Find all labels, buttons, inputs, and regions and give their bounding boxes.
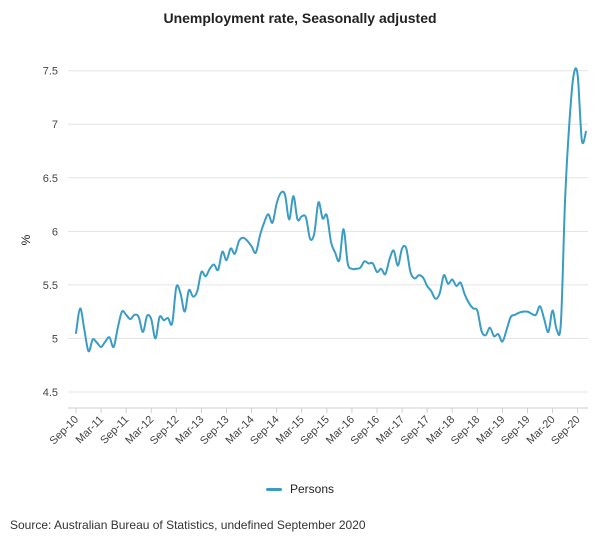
y-tick-label: 6.5	[43, 173, 58, 185]
y-tick-label: 7	[52, 119, 58, 131]
source-note: Source: Australian Bureau of Statistics,…	[10, 518, 366, 532]
y-tick-label: 4.5	[43, 387, 58, 399]
y-tick-label: 5	[52, 333, 58, 345]
x-tick-label: Sep-10	[48, 414, 82, 448]
legend-swatch-persons	[265, 487, 282, 491]
y-axis-label: %	[19, 234, 33, 245]
y-tick-label: 7.5	[43, 66, 58, 78]
series-line-persons	[75, 67, 587, 353]
chart-title: Unemployment rate, Seasonally adjusted	[163, 10, 437, 26]
line-chart: 4.555.566.577.5%Sep-10Mar-11Sep-11Mar-12…	[19, 66, 588, 448]
y-tick-label: 5.5	[43, 280, 58, 292]
legend-label-persons: Persons	[289, 482, 335, 496]
legend[interactable]: Persons	[0, 482, 600, 496]
y-tick-label: 6	[52, 226, 58, 238]
